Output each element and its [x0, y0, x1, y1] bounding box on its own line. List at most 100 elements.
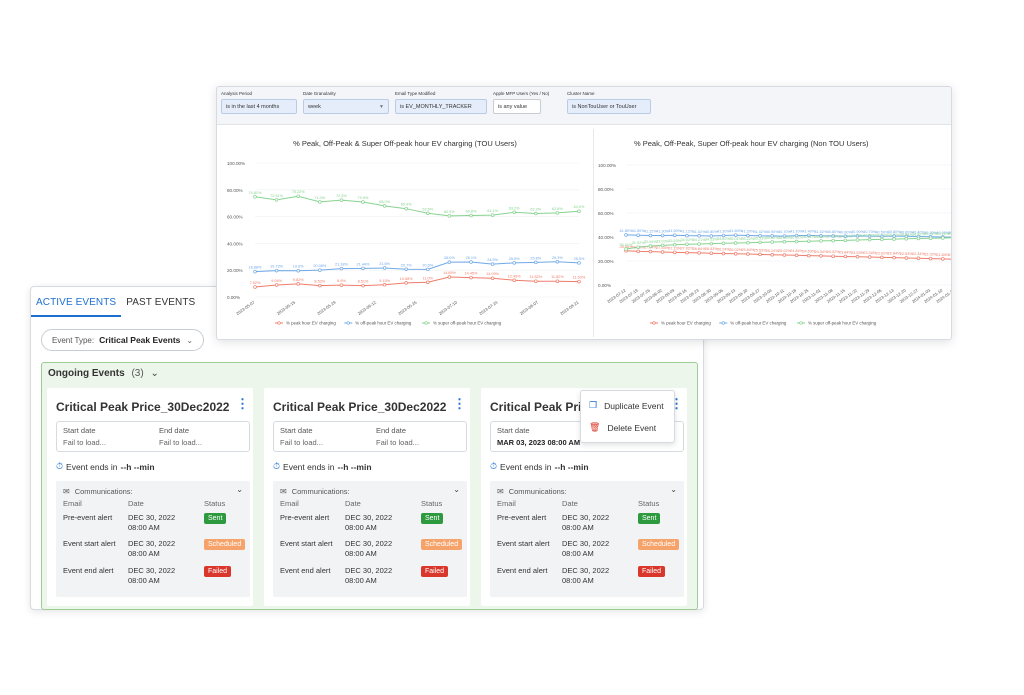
- communications-label: Communications:: [291, 487, 350, 496]
- ongoing-events-header[interactable]: Ongoing Events (3) ⌄: [48, 368, 159, 379]
- tab-past-events[interactable]: PAST EVENTS: [126, 297, 196, 308]
- data-point: [867, 234, 872, 238]
- event-type-filter[interactable]: Event Type: Critical Peak Events ⌄: [41, 329, 205, 351]
- event-title: Critical Peak Price_30Dec2022: [273, 400, 447, 414]
- filter-label: Date Granularity: [303, 91, 336, 96]
- data-label: 9.82%: [293, 278, 304, 282]
- ongoing-events-title: Ongoing Events: [48, 368, 125, 379]
- chevron-down-icon[interactable]: ⌄: [670, 485, 677, 494]
- countdown-value: --h --min: [554, 461, 589, 472]
- delete-event-label: Delete Event: [607, 422, 657, 433]
- data-label: 38.82%: [912, 232, 926, 236]
- data-label: 39.51%: [949, 232, 952, 236]
- chevron-down-icon[interactable]: ⌄: [236, 485, 243, 494]
- data-label: 22.84%: [888, 252, 902, 256]
- x-tick-label: 2023-05-07: [235, 299, 256, 316]
- data-point: [721, 233, 726, 238]
- data-label: 63.2%: [509, 206, 520, 210]
- email-name: Pre-event alert: [497, 513, 547, 522]
- data-point: [660, 250, 665, 254]
- data-label: 11.82%: [529, 275, 542, 279]
- data-label: 40.00%: [936, 231, 950, 235]
- event-countdown: ⏱ Event ends in --h --min: [273, 461, 372, 472]
- filter-date-granularity: Date Granularity week ▼: [303, 91, 389, 114]
- data-label: 10.58%: [400, 277, 414, 281]
- more-options-icon[interactable]: ⋮: [236, 396, 249, 411]
- filter-value[interactable]: is EV_MONTHLY_TRACKER: [395, 99, 487, 114]
- communications-panel: ✉ Communications: ⌄ Email Date Status Pr…: [273, 481, 467, 597]
- data-point: [807, 239, 811, 243]
- end-date: End date Fail to load...: [153, 422, 249, 451]
- data-label: 41.30%: [717, 229, 731, 233]
- data-label: 41.60%: [729, 229, 743, 233]
- series-line: [625, 250, 951, 260]
- tou-line-chart: 100.00%80.00%60.00%40.00%20.00%0.00%2023…: [227, 161, 586, 326]
- email-date-day: DEC 30, 2022: [345, 539, 393, 548]
- data-label: 11.53%: [573, 276, 586, 280]
- data-label: 25.8%: [530, 256, 541, 260]
- data-label: 40.80%: [827, 230, 841, 234]
- status-cell: Failed: [421, 566, 449, 577]
- analytics-dashboard: Analysis Period is in the last 4 months …: [216, 86, 952, 340]
- end-date: End date Fail to load...: [370, 422, 466, 451]
- event-card: Critical Peak Price_30Dec2022 ⋮ Start da…: [47, 388, 253, 606]
- data-point: [770, 253, 774, 257]
- data-label: 27.23%: [668, 246, 682, 250]
- event-countdown: ⏱ Event ends in --h --min: [56, 461, 155, 472]
- data-point: [672, 243, 677, 247]
- data-point: [648, 233, 653, 238]
- y-tick-label: 60.00%: [598, 211, 614, 216]
- delete-event-menu-item[interactable]: 🗑 Delete Event: [589, 422, 656, 433]
- data-label: 34.02%: [680, 238, 694, 242]
- duplicate-event-menu-item[interactable]: ❐ Duplicate Event: [589, 400, 664, 411]
- email-date: DEC 30, 2022 08:00 AM: [562, 539, 609, 559]
- data-label: 25.5%: [574, 257, 585, 261]
- x-tick-label: 2023-05-15: [276, 299, 297, 316]
- data-label: 9.13%: [379, 279, 390, 283]
- legend-label: % super off-peak hour EV charging: [808, 321, 877, 326]
- data-point: [709, 251, 714, 255]
- data-label: 19.73%: [270, 265, 284, 269]
- chevron-down-icon[interactable]: ⌄: [453, 485, 460, 494]
- email-name: Event start alert: [63, 539, 116, 548]
- filter-value[interactable]: is NonTouUser or TouUser: [567, 99, 651, 114]
- data-label: 22.02%: [924, 253, 938, 257]
- data-point: [382, 283, 387, 287]
- filter-select[interactable]: week ▼: [303, 99, 389, 114]
- data-label: 35.01%: [729, 237, 743, 241]
- data-label: 41.40%: [802, 229, 816, 233]
- data-label: 72.3%: [336, 194, 347, 198]
- data-label: 40.80%: [705, 230, 719, 234]
- filter-value[interactable]: is any value: [493, 99, 541, 114]
- series-line: [254, 276, 580, 288]
- data-point: [672, 233, 677, 237]
- data-point: [404, 206, 408, 211]
- email-date-day: DEC 30, 2022: [128, 539, 176, 548]
- tab-active-events[interactable]: ACTIVE EVENTS: [31, 287, 122, 317]
- copy-icon: ❐: [589, 400, 598, 410]
- data-label: 36.03%: [778, 236, 792, 240]
- data-label: 21.18%: [335, 263, 349, 267]
- data-label: 40.90%: [851, 230, 865, 234]
- data-label: 9.04%: [271, 279, 282, 283]
- series-line: [625, 237, 951, 250]
- column-date: Date: [562, 499, 578, 508]
- data-point: [746, 233, 750, 238]
- data-point: [794, 239, 799, 244]
- communications-label: Communications:: [508, 487, 567, 496]
- data-point: [855, 234, 860, 238]
- y-tick-label: 20.00%: [227, 268, 243, 273]
- data-point: [782, 234, 787, 238]
- start-date-value: Fail to load...: [280, 438, 323, 447]
- communications-header: ✉ Communications:: [63, 487, 133, 496]
- data-point: [770, 234, 774, 238]
- data-point: [843, 234, 848, 239]
- data-label: 41.22%: [644, 230, 658, 234]
- data-point: [253, 195, 257, 199]
- data-label: 21.44%: [357, 262, 371, 266]
- data-point: [904, 237, 909, 241]
- data-label: 41.10%: [790, 230, 804, 234]
- filter-value[interactable]: is in the last 4 months: [221, 99, 297, 114]
- series-line: [625, 234, 951, 238]
- more-options-icon[interactable]: ⋮: [453, 396, 466, 411]
